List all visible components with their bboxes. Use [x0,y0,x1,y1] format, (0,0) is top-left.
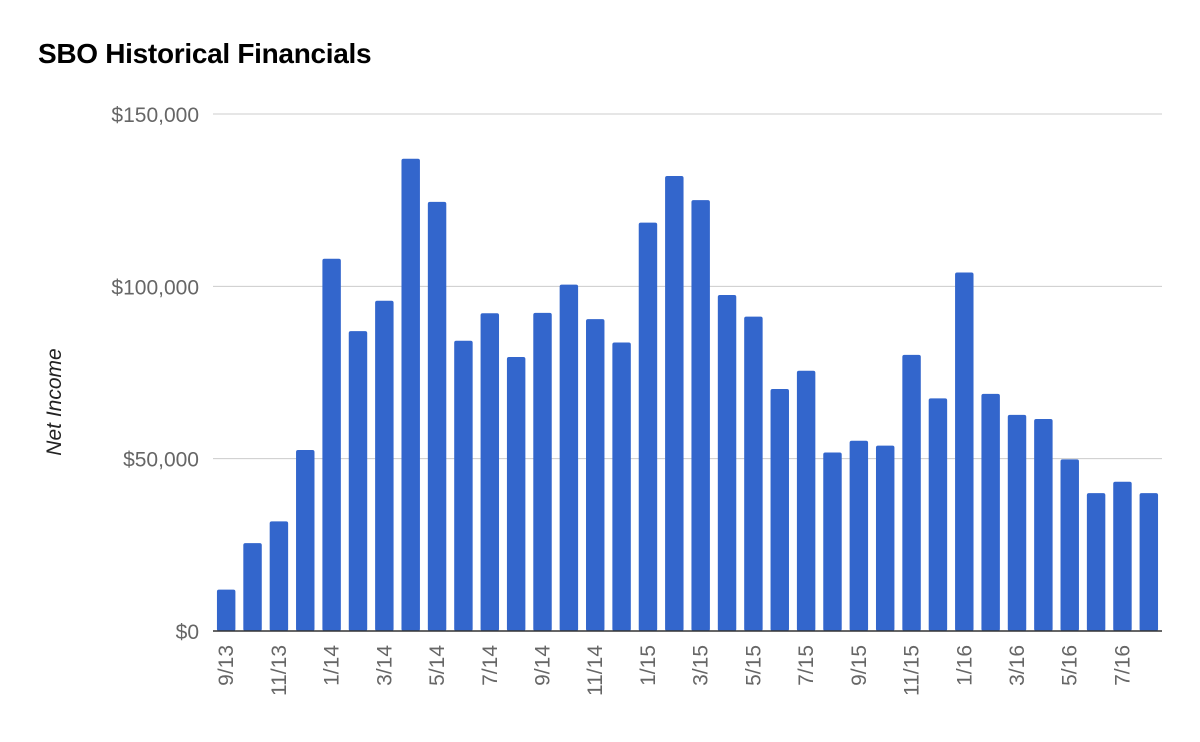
x-tick-label: 3/16 [1006,645,1029,686]
x-tick-label: 1/14 [321,645,344,686]
bar [981,393,1000,631]
x-tick-label: 7/14 [479,645,502,686]
x-tick-label: 5/16 [1059,645,1082,686]
x-tick-label: 11/15 [901,645,924,696]
bar [375,300,394,631]
bar [401,158,420,631]
bar [559,284,579,631]
bar [348,331,368,631]
x-tick-label: 5/15 [742,645,765,686]
bar [717,294,737,631]
x-tick-label: 3/15 [690,645,713,686]
bar [902,354,921,631]
bar [823,452,842,631]
x-tick-label: 11/14 [584,645,607,696]
bar [691,200,710,632]
bar [506,356,526,631]
bar [796,370,816,631]
x-tick-label: 5/14 [426,645,449,686]
bar [955,272,974,631]
bar [612,342,631,631]
x-tick-label: 9/15 [848,645,871,686]
x-tick-label: 3/14 [373,645,396,686]
bar [849,440,869,631]
bar [665,176,684,632]
bar [480,313,500,631]
bar [216,589,236,631]
x-tick-label: 7/16 [1111,645,1134,686]
bar [1113,481,1132,631]
chart-title: SBO Historical Financials [38,38,372,69]
bar [638,222,658,631]
gridlines [213,113,1162,460]
y-tick-label: $50,000 [123,449,199,472]
bar [875,445,895,631]
x-axis-ticks: 9/13 11/13 1/14 3/14 5/14 7/14 9/14 11/14 1/15 3/… [215,645,1134,696]
bar [1007,414,1027,631]
x-tick-label: 1/15 [637,645,660,686]
x-tick-label: 9/14 [532,645,555,686]
y-axis-title: Net Income [43,348,66,455]
x-tick-label: 9/13 [215,645,238,686]
bar [744,316,763,631]
y-tick-label: $0 [176,621,199,644]
bar [1086,493,1106,631]
bar [1060,459,1079,631]
bar [269,521,289,631]
x-tick-label: 11/13 [268,645,291,696]
bar [296,450,315,631]
y-tick-label: $100,000 [111,276,199,299]
bar [243,543,262,631]
bar [1034,419,1053,631]
bar [427,201,447,631]
bar [1139,493,1159,631]
bar [928,398,948,631]
bar [586,319,605,631]
x-tick-label: 1/16 [953,645,976,686]
bar [770,389,789,631]
y-tick-label: $150,000 [111,104,199,127]
bar [533,312,552,631]
x-tick-label: 7/15 [795,645,818,686]
bar [322,258,341,631]
bars [216,158,1159,632]
bar [454,340,473,631]
y-axis-ticks: $0 $50,000 $100,000 $150,000 [111,104,199,644]
